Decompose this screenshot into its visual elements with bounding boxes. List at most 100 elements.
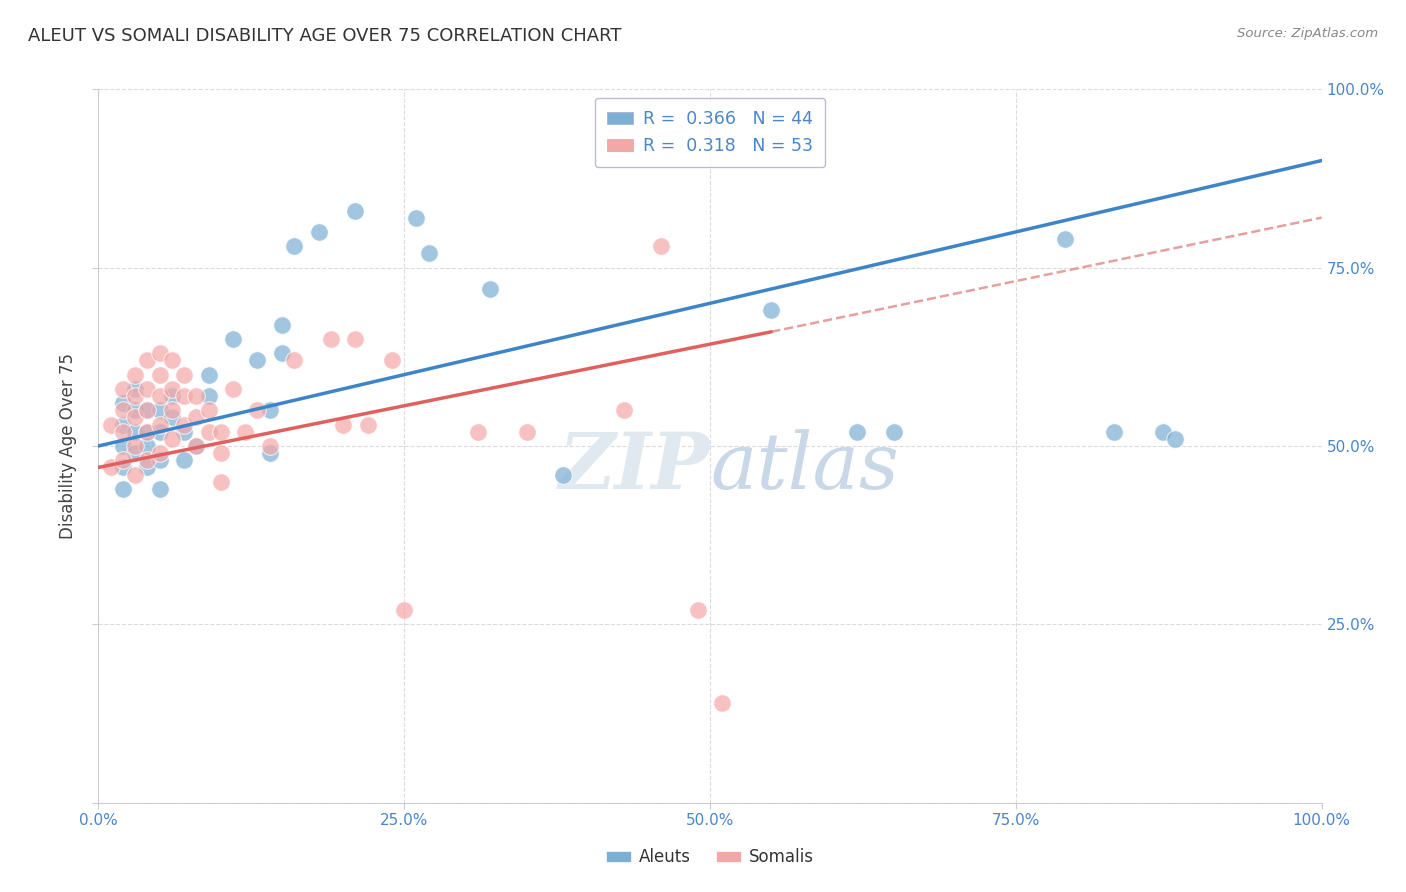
Point <box>124 425 146 439</box>
Point <box>319 332 342 346</box>
Point <box>209 446 232 460</box>
Point <box>111 460 134 475</box>
Point <box>124 403 146 417</box>
Point <box>136 453 159 467</box>
Point <box>344 203 367 218</box>
Point <box>332 417 354 432</box>
Point <box>173 425 195 439</box>
Point <box>173 417 195 432</box>
Point <box>160 432 183 446</box>
Point <box>259 446 281 460</box>
Point <box>124 410 146 425</box>
Point <box>381 353 404 368</box>
Point <box>111 482 134 496</box>
Point <box>136 403 159 417</box>
Point <box>173 389 195 403</box>
Point <box>233 425 256 439</box>
Point <box>553 467 575 482</box>
Point <box>405 211 427 225</box>
Point <box>209 425 232 439</box>
Point <box>111 382 134 396</box>
Point <box>149 346 172 360</box>
Point <box>246 403 269 417</box>
Point <box>149 482 172 496</box>
Point <box>124 439 146 453</box>
Y-axis label: Disability Age Over 75: Disability Age Over 75 <box>59 353 77 539</box>
Point <box>124 467 146 482</box>
Point <box>270 346 294 360</box>
Point <box>111 403 134 417</box>
Point <box>209 475 232 489</box>
Text: Source: ZipAtlas.com: Source: ZipAtlas.com <box>1237 27 1378 40</box>
Text: ALEUT VS SOMALI DISABILITY AGE OVER 75 CORRELATION CHART: ALEUT VS SOMALI DISABILITY AGE OVER 75 C… <box>28 27 621 45</box>
Point <box>613 403 636 417</box>
Point <box>761 303 783 318</box>
Point <box>344 332 367 346</box>
Point <box>100 417 122 432</box>
Point <box>149 368 172 382</box>
Point <box>686 603 709 617</box>
Point <box>197 425 219 439</box>
Point <box>270 318 294 332</box>
Point <box>149 446 172 460</box>
Point <box>111 453 134 467</box>
Point <box>356 417 378 432</box>
Text: ZIP: ZIP <box>558 429 710 506</box>
Point <box>186 439 208 453</box>
Point <box>136 439 159 453</box>
Point <box>136 460 159 475</box>
Point <box>149 403 172 417</box>
Point <box>124 368 146 382</box>
Point <box>1164 432 1187 446</box>
Point <box>100 460 122 475</box>
Point <box>111 439 134 453</box>
Point <box>149 417 172 432</box>
Point <box>124 389 146 403</box>
Point <box>173 453 195 467</box>
Point <box>111 417 134 432</box>
Point <box>222 332 245 346</box>
Text: atlas: atlas <box>710 429 898 506</box>
Point <box>136 382 159 396</box>
Point <box>1102 425 1125 439</box>
Point <box>160 389 183 403</box>
Point <box>136 403 159 417</box>
Point <box>259 439 281 453</box>
Point <box>478 282 501 296</box>
Point <box>883 425 905 439</box>
Point <box>160 403 183 417</box>
Point <box>283 353 305 368</box>
Legend: Aleuts, Somalis: Aleuts, Somalis <box>599 842 821 873</box>
Point <box>173 368 195 382</box>
Point <box>515 425 537 439</box>
Point <box>186 410 208 425</box>
Point <box>186 439 208 453</box>
Point <box>149 425 172 439</box>
Point <box>136 353 159 368</box>
Point <box>160 382 183 396</box>
Point <box>197 403 219 417</box>
Point <box>124 446 146 460</box>
Point <box>308 225 330 239</box>
Point <box>1152 425 1174 439</box>
Point <box>160 410 183 425</box>
Point <box>283 239 305 253</box>
Point <box>711 696 734 710</box>
Point <box>650 239 672 253</box>
Point <box>111 396 134 410</box>
Point <box>418 246 440 260</box>
Point <box>149 453 172 467</box>
Point <box>197 368 219 382</box>
Point <box>197 389 219 403</box>
Point <box>124 382 146 396</box>
Point <box>160 353 183 368</box>
Point <box>845 425 868 439</box>
Point <box>149 389 172 403</box>
Point <box>186 389 208 403</box>
Point <box>222 382 245 396</box>
Point <box>111 425 134 439</box>
Point <box>467 425 489 439</box>
Point <box>136 425 159 439</box>
Point <box>136 425 159 439</box>
Point <box>259 403 281 417</box>
